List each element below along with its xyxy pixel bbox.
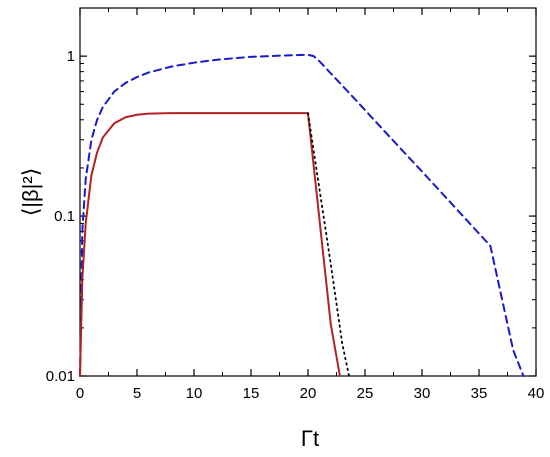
x-tick-label: 35 bbox=[471, 385, 488, 402]
x-tick-label: 10 bbox=[186, 385, 203, 402]
x-tick-label: 0 bbox=[76, 385, 84, 402]
x-tick-label: 5 bbox=[133, 385, 141, 402]
x-axis-label: Γt bbox=[301, 426, 319, 451]
x-tick-label: 15 bbox=[243, 385, 260, 402]
x-tick-label: 40 bbox=[528, 385, 545, 402]
y-tick-label: 0.1 bbox=[54, 208, 75, 225]
y-tick-label: 0.01 bbox=[46, 368, 75, 385]
series-dotted-line bbox=[307, 112, 350, 377]
series-solid-line bbox=[79, 112, 341, 377]
x-tick-label: 30 bbox=[414, 385, 431, 402]
plot-frame bbox=[79, 7, 537, 377]
y-axis-label: ⟨|β|²⟩ bbox=[18, 168, 43, 217]
x-tick-label: 20 bbox=[300, 385, 317, 402]
y-axis: 0.01 0.1 1 bbox=[46, 7, 536, 385]
series-dashed-line bbox=[79, 53, 525, 377]
x-tick-label: 25 bbox=[357, 385, 374, 402]
x-axis: 0 5 10 15 20 25 30 35 40 bbox=[76, 8, 545, 402]
series-layer bbox=[79, 53, 525, 377]
y-tick-label: 1 bbox=[67, 48, 75, 65]
